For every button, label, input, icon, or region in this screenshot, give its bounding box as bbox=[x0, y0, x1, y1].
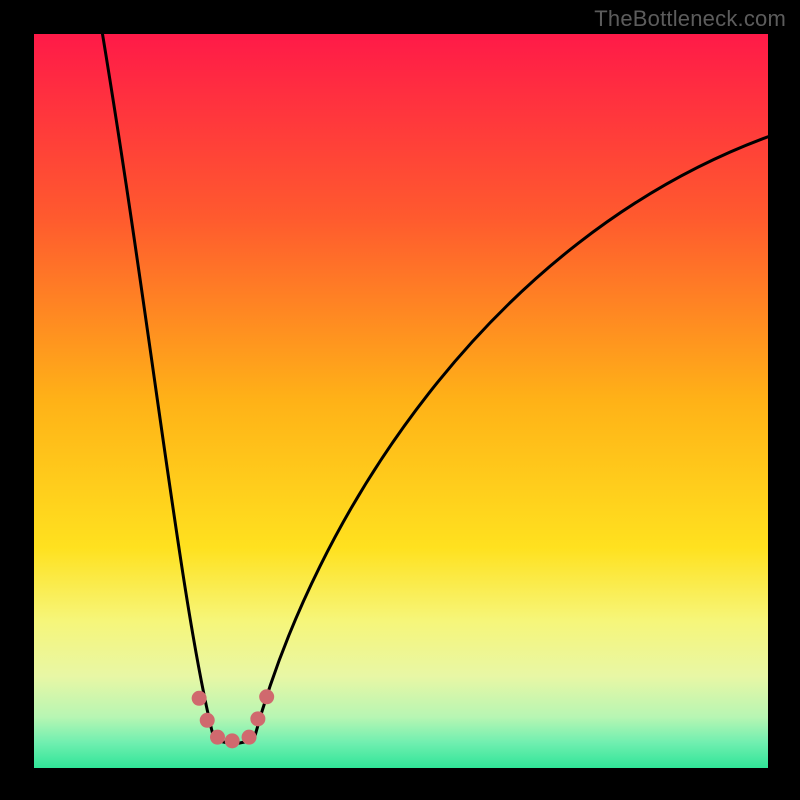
valley-marker bbox=[200, 713, 215, 728]
chart-svg bbox=[0, 0, 800, 800]
chart-stage: TheBottleneck.com bbox=[0, 0, 800, 800]
watermark-text: TheBottleneck.com bbox=[594, 6, 786, 32]
valley-marker bbox=[210, 730, 225, 745]
valley-marker bbox=[242, 730, 257, 745]
gradient-panel bbox=[34, 34, 768, 768]
valley-marker bbox=[225, 733, 240, 748]
valley-marker bbox=[259, 689, 274, 704]
valley-marker bbox=[192, 691, 207, 706]
valley-marker bbox=[250, 711, 265, 726]
